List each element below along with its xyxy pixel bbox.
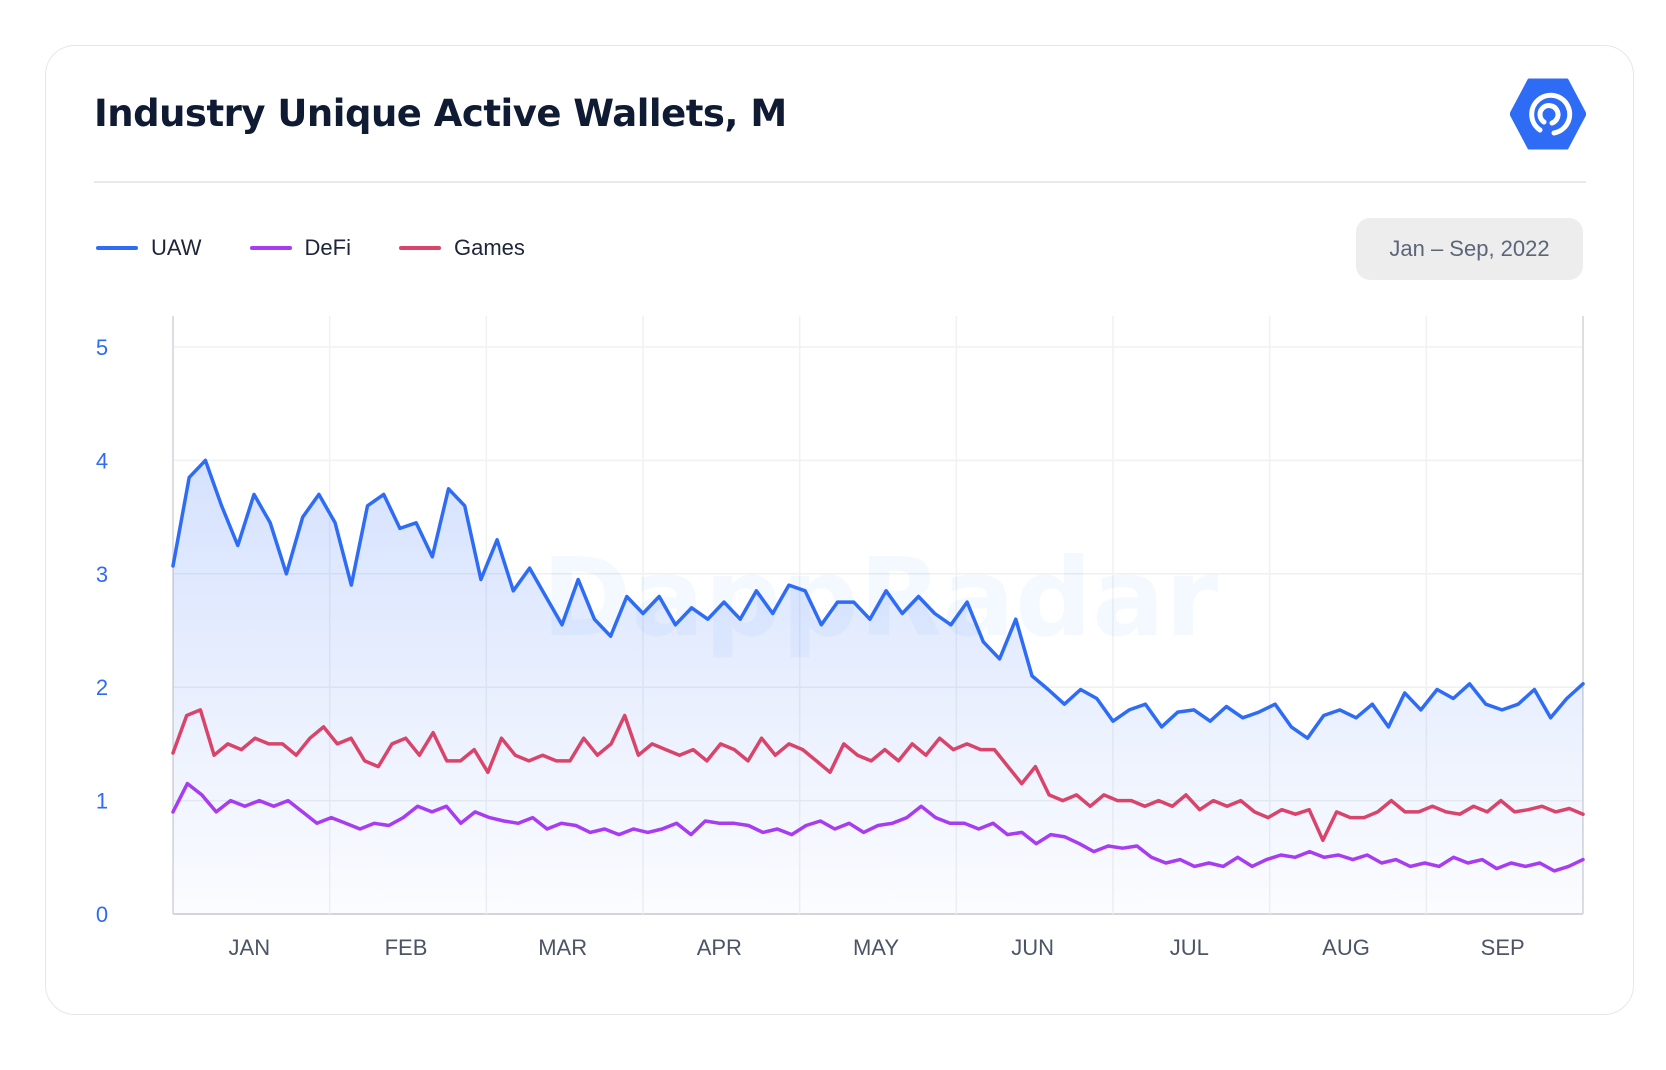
x-tick-label: JUL [1170, 935, 1209, 960]
series-line-uaw [171, 458, 1585, 740]
chart-legend: UAW DeFi Games [96, 232, 573, 264]
x-tick-label: FEB [385, 935, 428, 960]
y-tick-label: 3 [96, 562, 108, 587]
legend-swatch-uaw [96, 246, 138, 250]
legend-item-games[interactable]: Games [398, 235, 525, 261]
x-tick-label: MAY [853, 935, 899, 960]
x-tick-label: AUG [1322, 935, 1370, 960]
x-tick-label: JUN [1011, 935, 1054, 960]
legend-label: DeFi [304, 235, 351, 260]
legend-item-defi[interactable]: DeFi [249, 235, 351, 261]
y-tick-label: 5 [96, 335, 108, 360]
legend-item-uaw[interactable]: UAW [96, 235, 202, 261]
date-range-selector[interactable]: Jan – Sep, 2022 [1356, 218, 1583, 280]
header-divider [94, 181, 1586, 183]
x-tick-label: SEP [1481, 935, 1525, 960]
legend-swatch-games [398, 246, 441, 250]
x-tick-label: MAR [538, 935, 587, 960]
series-line-games [171, 708, 1585, 843]
y-tick-label: 4 [96, 448, 108, 473]
legend-label: UAW [151, 235, 202, 260]
legend-label: Games [453, 235, 525, 260]
x-tick-label: APR [697, 935, 742, 960]
chart-title: Industry Unique Active Wallets, M [94, 92, 787, 135]
y-tick-label: 2 [96, 675, 108, 700]
x-tick-label: JAN [229, 935, 271, 960]
series-line-defi [171, 781, 1585, 873]
legend-swatch-defi [249, 246, 292, 250]
y-tick-label: 1 [96, 789, 108, 814]
series-area-uaw [173, 460, 1583, 914]
y-tick-label: 0 [96, 902, 108, 927]
dappradar-logo-icon [1509, 78, 1587, 150]
